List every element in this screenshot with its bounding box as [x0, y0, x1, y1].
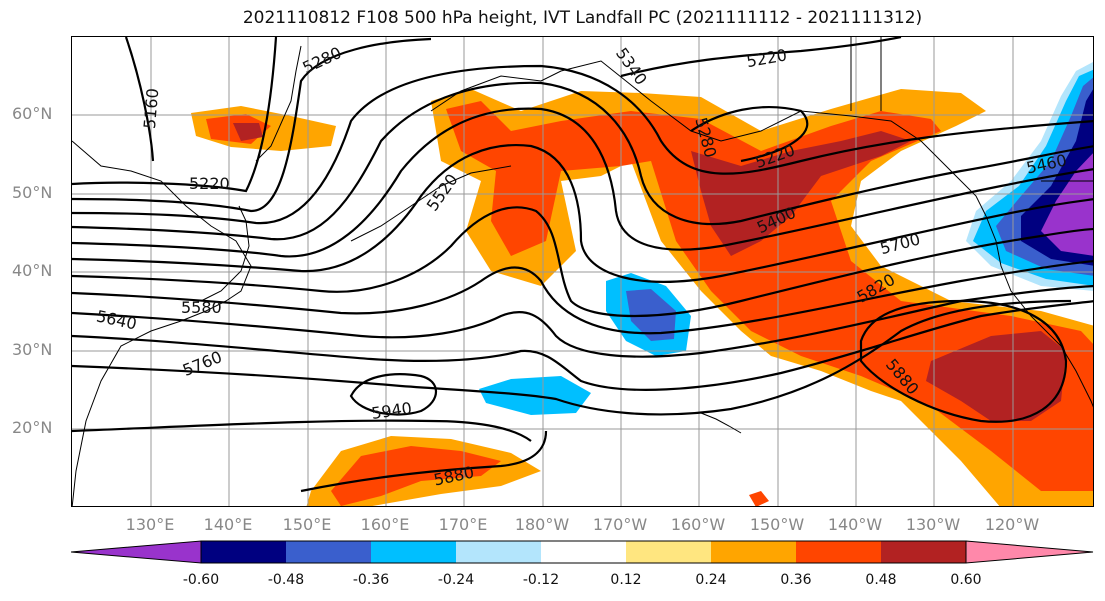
chart-title: 2021110812 F108 500 hPa height, IVT Land… — [242, 8, 923, 28]
contour-label: 5580 — [181, 298, 222, 317]
colorbar-tick: 0.12 — [610, 572, 642, 588]
lon-label: 150°E — [282, 515, 332, 534]
coast-alaska — [430, 60, 987, 217]
lon-label: 170°W — [592, 515, 648, 534]
contour-label: 5700 — [878, 229, 922, 258]
coast-canada-inland — [850, 37, 1093, 182]
lon-label: 120°W — [984, 515, 1040, 534]
contour-5160 — [124, 37, 155, 162]
colorbar-cell — [711, 541, 796, 563]
map-canvas: 5160 5280 5340 5220 5220 5280 5220 5520 … — [72, 37, 1093, 506]
contour-5820 — [72, 299, 1072, 416]
colorbar-tick: 0.36 — [780, 572, 812, 588]
contour-5400 — [72, 81, 1093, 241]
contour-label: 5520 — [423, 170, 462, 214]
colorbar-cell — [371, 541, 456, 563]
contour-5880 — [72, 299, 1068, 493]
colorbar-extend-high — [965, 540, 1094, 564]
contour-5220-east — [620, 37, 902, 163]
colorbar-cell — [881, 541, 966, 563]
lon-label: 170°E — [438, 515, 488, 534]
colorbar-cell — [201, 541, 286, 563]
contour-5520 — [72, 144, 1093, 283]
contour-label: 5940 — [370, 398, 413, 422]
lat-label: 60°N — [12, 104, 53, 123]
colorbar-tick: -0.12 — [522, 572, 560, 588]
lat-label: 20°N — [12, 418, 53, 437]
coast-kamchatka — [255, 45, 302, 162]
colorbar-cell — [541, 541, 626, 563]
contour-5700 — [72, 284, 1093, 358]
colorbar-tick: -0.48 — [267, 572, 305, 588]
colorbar-cell — [456, 541, 541, 563]
shade-positive-east-pacific-core — [446, 101, 1093, 491]
contour-label: 5640 — [95, 306, 139, 333]
ivt-shading-negative — [479, 62, 1093, 415]
contour-label: 5160 — [140, 87, 162, 129]
height-contours — [72, 37, 1093, 493]
lon-label: 180°W — [514, 515, 570, 534]
colorbar-tick: -0.36 — [352, 572, 390, 588]
contour-5640 — [72, 260, 1093, 335]
coastlines — [72, 37, 1093, 506]
coast-aleutians — [350, 165, 512, 242]
colorbar-cell — [796, 541, 881, 563]
shade-positive-siberia-max — [233, 123, 263, 141]
contour-label: 5220 — [189, 174, 230, 193]
contour-5940 — [349, 373, 438, 416]
coast-japan — [200, 205, 250, 302]
shade-positive-south-small — [749, 491, 769, 506]
graticule — [72, 37, 1093, 506]
colorbar-tick: -0.60 — [182, 572, 220, 588]
lat-label: 30°N — [12, 340, 53, 359]
contour-label: 5340 — [612, 44, 651, 88]
contour-5760 — [72, 300, 1093, 391]
coast-asia — [72, 140, 252, 506]
colorbar-tick: 0.60 — [950, 572, 982, 588]
lat-label: 50°N — [12, 183, 53, 202]
shade-positive-california-core — [926, 331, 1066, 421]
contour-5280 — [72, 37, 432, 213]
shade-positive-south-core — [331, 446, 501, 506]
colorbar-tick: 0.24 — [695, 572, 727, 588]
contour-5220-west — [72, 37, 278, 193]
contour-label: 5220 — [745, 45, 788, 71]
contour-5340 — [72, 64, 1093, 225]
colorbar-extend-low — [71, 540, 202, 564]
lon-label: 130°E — [125, 515, 175, 534]
coast-hawaii — [700, 412, 742, 434]
lon-label: 140°W — [827, 515, 883, 534]
lon-label: 160°E — [360, 515, 410, 534]
lon-label: 150°W — [749, 515, 805, 534]
contour-5460 — [72, 107, 1093, 258]
contour-label: 5280 — [299, 43, 344, 77]
contour-5580 — [72, 206, 1093, 318]
ivt-shading-positive — [191, 89, 1093, 506]
colorbar-cell — [626, 541, 711, 563]
lat-label: 40°N — [12, 261, 53, 280]
colorbar-tick: 0.48 — [865, 572, 897, 588]
colorbar — [71, 540, 1094, 564]
lon-label: 160°W — [670, 515, 726, 534]
contour-label: 5760 — [180, 347, 225, 380]
map-panel: 5160 5280 5340 5220 5220 5280 5220 5520 … — [71, 36, 1094, 507]
colorbar-cell — [286, 541, 371, 563]
coast-north-america — [985, 215, 1093, 408]
lon-label: 130°W — [905, 515, 961, 534]
lon-label: 140°E — [203, 515, 253, 534]
colorbar-tick: -0.24 — [437, 572, 475, 588]
